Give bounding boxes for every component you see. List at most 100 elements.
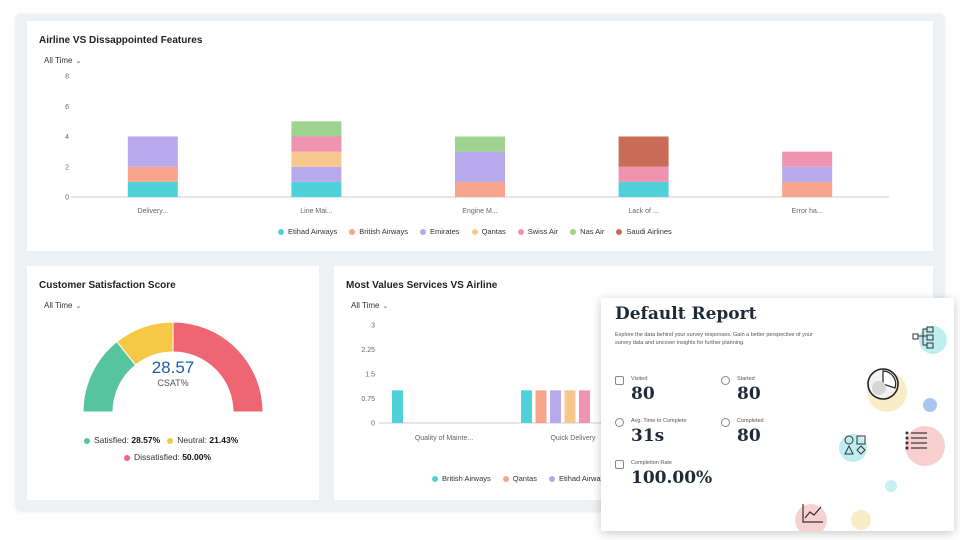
gauge-slice[interactable]: [172, 321, 264, 413]
x-tick-label: Quick Delivery: [550, 435, 596, 442]
clock-icon: [615, 418, 624, 427]
visited-value: 80: [631, 384, 655, 404]
legend-item[interactable]: British Airways: [432, 474, 491, 483]
y-tick-label: 8: [65, 74, 69, 81]
y-tick-label: 2.25: [361, 347, 375, 354]
x-tick-label: Delivery...: [137, 208, 168, 215]
bar-segment[interactable]: [618, 166, 669, 182]
bar[interactable]: [564, 390, 576, 423]
airline-legend: Etihad Airways British Airways Emirates Qan…: [278, 227, 672, 236]
dissatisfied-dot: [124, 454, 130, 461]
legend-item[interactable]: Qantas: [502, 474, 537, 483]
y-tick-label: 0: [65, 195, 69, 202]
legend-item[interactable]: Swiss Air: [517, 227, 558, 236]
legend-label: Nas Air: [580, 227, 605, 236]
started-icon: [721, 376, 730, 385]
legend-dot: [471, 228, 478, 235]
filter-label: All Time: [44, 301, 73, 310]
started-value: 80: [737, 384, 761, 404]
bar-segment[interactable]: [455, 151, 505, 182]
bar-segment[interactable]: [455, 181, 505, 197]
avg-time-value: 31s: [631, 426, 665, 446]
legend-dot: [419, 228, 426, 235]
completion-rate-icon: [615, 460, 624, 469]
bar-segment[interactable]: [291, 121, 342, 137]
bar[interactable]: [521, 390, 532, 423]
avg-time-label: Avg. Time to Complete: [631, 418, 687, 424]
legend-label: Etihad Airways: [288, 227, 338, 236]
y-tick-label: 1.5: [365, 372, 375, 379]
check-circle-icon: [721, 418, 730, 427]
legend-item[interactable]: Saudi Airlines: [616, 227, 672, 236]
bar-segment[interactable]: [127, 136, 178, 167]
bar-segment[interactable]: [291, 166, 342, 182]
bar-segment[interactable]: [455, 136, 505, 152]
x-tick-label: Lack of ...: [628, 208, 658, 215]
legend-label: Saudi Airlines: [626, 227, 672, 236]
csat-legend-row1: Satisfied: 28.57% Neutral: 21.43%: [84, 435, 238, 445]
legend-item[interactable]: Emirates: [419, 227, 460, 236]
bar-segment[interactable]: [782, 166, 833, 182]
csat-title: Customer Satisfaction Score: [39, 280, 176, 291]
neutral-label: Neutral:: [177, 435, 208, 445]
bar[interactable]: [535, 390, 547, 423]
csat-card: Customer Satisfaction Score All Time ⌄ 28…: [27, 266, 319, 500]
y-tick-label: 4: [65, 134, 69, 141]
airline-chart-title: Airline VS Dissappointed Features: [39, 35, 203, 46]
legend-item[interactable]: Nas Air: [570, 227, 604, 236]
legend-dot: [349, 228, 356, 235]
y-tick-label: 0: [371, 421, 375, 428]
y-tick-label: 0.75: [361, 396, 375, 403]
bar-segment[interactable]: [127, 181, 178, 197]
x-tick-label: Error ha...: [792, 208, 823, 215]
pie-chart-icon: [867, 368, 899, 400]
bar-segment[interactable]: [618, 181, 669, 197]
bar-segment[interactable]: [127, 166, 178, 182]
completion-rate-value: 100.00%: [631, 468, 713, 488]
legend-item[interactable]: Etihad Airways: [548, 474, 609, 483]
satisfied-value: 28.57%: [131, 435, 161, 445]
trend-chart-icon: [802, 504, 823, 523]
airline-time-filter[interactable]: All Time ⌄: [44, 56, 81, 65]
csat-value: 28.57: [151, 358, 195, 377]
decor-blob: [885, 480, 897, 492]
legend-item[interactable]: Etihad Airways: [278, 227, 337, 236]
bar[interactable]: [392, 390, 403, 423]
services-legend: British Airways Qantas Etihad Airways: [432, 474, 608, 483]
default-report-panel: Default Report Explore the data behind y…: [601, 298, 954, 531]
legend-label: Etihad Airways: [558, 474, 609, 483]
filter-label: All Time: [351, 301, 380, 310]
x-tick-label: Engine M...: [462, 208, 497, 215]
report-title: Default Report: [615, 304, 757, 324]
bar-segment[interactable]: [782, 181, 833, 197]
legend-item[interactable]: Qantas: [471, 227, 506, 236]
completion-rate-label: Completion Rate: [631, 460, 672, 466]
visited-label: Visited: [631, 376, 648, 382]
y-tick-label: 2: [65, 164, 69, 171]
dissatisfied-value: 50.00%: [182, 452, 212, 462]
satisfied-label: Satisfied:: [94, 435, 129, 445]
report-description: Explore the data behind your survey resp…: [615, 332, 813, 346]
flowchart-icon: [912, 326, 934, 349]
bar-segment[interactable]: [782, 151, 833, 167]
dissatisfied-label: Dissatisfied:: [134, 452, 180, 462]
bar[interactable]: [550, 390, 561, 423]
bar-segment[interactable]: [618, 136, 669, 167]
decor-blob: [795, 504, 827, 531]
legend-dot: [278, 228, 284, 235]
bar-segment[interactable]: [291, 136, 342, 152]
legend-dot: [548, 475, 555, 482]
bar[interactable]: [579, 390, 590, 423]
legend-dot: [432, 475, 438, 482]
chevron-down-icon: ⌄: [75, 303, 82, 310]
bar-segment[interactable]: [291, 151, 342, 167]
bar-segment[interactable]: [291, 181, 342, 197]
completed-label: Completed: [737, 418, 764, 424]
services-bar-chart: 0 0.75 1.5 2.25 3 Quality of Mainte... Quick D…: [361, 323, 914, 442]
services-time-filter[interactable]: All Time ⌄: [351, 301, 388, 310]
neutral-dot: [167, 437, 174, 444]
csat-time-filter[interactable]: All Time ⌄: [44, 301, 81, 310]
legend-label: Qantas: [512, 474, 537, 483]
legend-item[interactable]: British Airways: [349, 227, 408, 236]
list-icon: [905, 431, 927, 450]
